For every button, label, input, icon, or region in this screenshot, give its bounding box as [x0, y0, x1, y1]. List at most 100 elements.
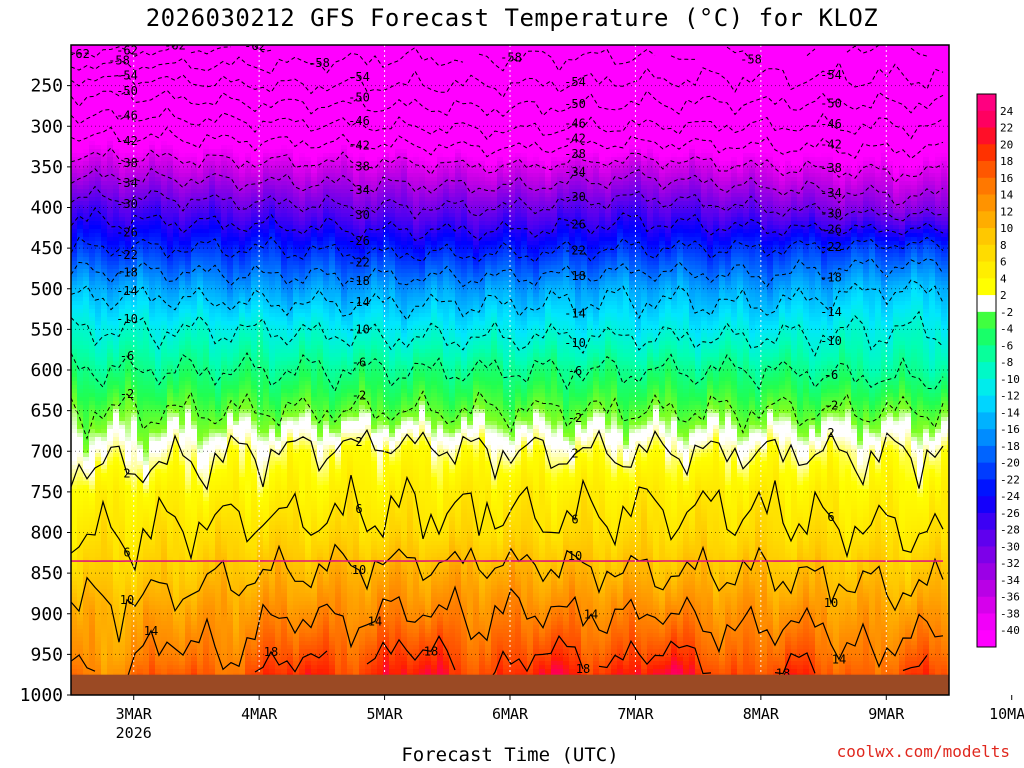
- colorbar-label: 2: [1000, 289, 1007, 302]
- y-tick-label: 550: [30, 319, 63, 340]
- x-axis-label: Forecast Time (UTC): [70, 744, 950, 766]
- contour-label: -46: [348, 114, 370, 128]
- colorbar-swatch: [977, 329, 996, 346]
- contour-label: -42: [348, 138, 370, 152]
- colorbar-label: -16: [1000, 423, 1020, 436]
- contour-label: 14: [368, 614, 382, 628]
- contour-label: -18: [564, 269, 586, 283]
- contour-label: 2: [355, 435, 362, 449]
- colorbar-label: 12: [1000, 205, 1013, 218]
- colorbar-swatch: [977, 312, 996, 329]
- contour-label: -26: [348, 234, 370, 248]
- x-axis: 3MAR4MAR5MAR6MAR7MAR8MAR9MAR10MAR2026: [116, 695, 1024, 742]
- contour-label: -14: [820, 305, 842, 319]
- contour-label: 14: [144, 624, 158, 638]
- colorbar-swatch: [977, 144, 996, 161]
- y-tick-label: 600: [30, 360, 63, 381]
- contour-label: -22: [116, 248, 138, 262]
- contour-label: -6: [568, 364, 582, 378]
- contour-label: 6: [827, 510, 834, 524]
- contour-label: 14: [584, 607, 598, 621]
- contour-label: -10: [564, 336, 586, 350]
- colorbar-swatch: [977, 295, 996, 312]
- colorbar-label: -40: [1000, 624, 1020, 637]
- contour-label: -22: [820, 240, 842, 254]
- colorbar-swatch: [977, 396, 996, 413]
- colorbar-label: -38: [1000, 607, 1020, 620]
- colorbar-swatch: [977, 546, 996, 563]
- colorbar-swatch: [977, 429, 996, 446]
- contour-label: -30: [820, 206, 842, 220]
- colorbar-label: -18: [1000, 440, 1020, 453]
- y-tick-label: 350: [30, 157, 63, 178]
- colorbar-label: 18: [1000, 155, 1013, 168]
- contour-label: -2: [120, 387, 134, 401]
- contour-label: -54: [564, 75, 586, 89]
- colorbar-label: -2: [1000, 306, 1013, 319]
- contour-label: -62: [244, 39, 266, 53]
- contour-label: -50: [820, 96, 842, 110]
- contour-label: -2: [824, 398, 838, 412]
- contour-label: -42: [116, 134, 138, 148]
- colorbar-swatch: [977, 345, 996, 362]
- colorbar-swatch: [977, 463, 996, 480]
- colorbar-swatch: [977, 379, 996, 396]
- contour-label: -38: [564, 147, 586, 161]
- contour-label: -46: [564, 117, 586, 131]
- contour-label: -50: [116, 84, 138, 98]
- colorbar-label: 8: [1000, 239, 1007, 252]
- contour-label: -18: [116, 266, 138, 280]
- contour-label: 2: [123, 467, 130, 481]
- colorbar-swatch: [977, 262, 996, 279]
- contour-label: 10: [352, 563, 366, 577]
- contour-label: -18: [820, 271, 842, 285]
- contour-label: -30: [564, 190, 586, 204]
- contour-label: -2: [352, 388, 366, 402]
- colorbar-label: -34: [1000, 574, 1020, 587]
- colorbar-swatch: [977, 178, 996, 195]
- contour-label: -10: [820, 334, 842, 348]
- contour-label: 18: [264, 645, 278, 659]
- y-tick-label: 900: [30, 604, 63, 625]
- contour-label: -34: [820, 186, 842, 200]
- colorbar-swatch: [977, 228, 996, 245]
- contour-label: -34: [348, 183, 370, 197]
- colorbar-label: 10: [1000, 222, 1013, 235]
- contour-label: -2: [568, 411, 582, 425]
- colorbar-swatch: [977, 446, 996, 463]
- contour-label: -50: [348, 90, 370, 104]
- contour-label: -26: [116, 226, 138, 240]
- colorbar-label: -10: [1000, 373, 1020, 386]
- contour-label: -6: [824, 368, 838, 382]
- y-tick-label: 950: [30, 644, 63, 665]
- colorbar-swatch: [977, 496, 996, 513]
- contour-label: -30: [348, 208, 370, 222]
- colorbar-label: 24: [1000, 105, 1014, 118]
- colorbar-swatch: [977, 513, 996, 530]
- contour-label: -10: [116, 312, 138, 326]
- contour-label: -6: [120, 349, 134, 363]
- colorbar-label: -30: [1000, 540, 1020, 553]
- colorbar-label: 6: [1000, 256, 1007, 269]
- colorbar-swatch: [977, 362, 996, 379]
- y-tick-label: 850: [30, 563, 63, 584]
- colorbar-swatch: [977, 580, 996, 597]
- contour-label: -30: [116, 197, 138, 211]
- x-tick-label: 9MAR: [868, 705, 905, 723]
- colorbar-swatch: [977, 161, 996, 178]
- contour-label: 2: [827, 426, 834, 440]
- colorbar-swatch: [977, 613, 996, 630]
- contour-label: -14: [348, 295, 370, 309]
- colorbar-label: -8: [1000, 356, 1013, 369]
- colorbar-label: -24: [1000, 490, 1020, 503]
- contour-label: -50: [564, 97, 586, 111]
- colorbar-swatch: [977, 94, 996, 111]
- colorbar-label: 22: [1000, 122, 1013, 135]
- colorbar-swatch: [977, 128, 996, 145]
- x-tick-label: 10MAR: [989, 705, 1024, 723]
- contour-label: -42: [820, 137, 842, 151]
- contour-label: -46: [116, 108, 138, 122]
- contour-label: 6: [123, 545, 130, 559]
- contour-label: -58: [108, 54, 130, 68]
- contour-label: -58: [500, 50, 522, 64]
